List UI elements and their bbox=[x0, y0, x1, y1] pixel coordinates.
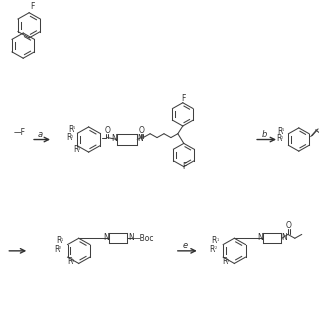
Text: N: N bbox=[257, 233, 263, 242]
Text: F: F bbox=[30, 2, 35, 11]
Text: O: O bbox=[105, 126, 110, 135]
Text: —F: —F bbox=[13, 128, 25, 137]
Text: $^1$: $^1$ bbox=[281, 128, 285, 133]
Text: R: R bbox=[56, 236, 61, 245]
Text: $^2$: $^2$ bbox=[70, 135, 74, 140]
Text: R: R bbox=[212, 236, 217, 245]
Text: R: R bbox=[276, 134, 281, 143]
Text: O: O bbox=[138, 126, 144, 135]
Text: $^2$: $^2$ bbox=[213, 246, 217, 252]
Text: R: R bbox=[277, 127, 282, 136]
Text: R: R bbox=[222, 257, 228, 267]
Text: $^3$: $^3$ bbox=[77, 147, 81, 152]
Text: R: R bbox=[54, 245, 59, 254]
Text: e: e bbox=[183, 241, 188, 250]
Text: R: R bbox=[67, 257, 72, 267]
Text: $^1$: $^1$ bbox=[72, 126, 76, 131]
Text: $^1$: $^1$ bbox=[215, 237, 220, 243]
Text: —Boc: —Boc bbox=[132, 234, 154, 243]
Text: N: N bbox=[281, 233, 287, 242]
Text: F: F bbox=[182, 94, 186, 103]
Text: R: R bbox=[210, 245, 215, 254]
Text: N: N bbox=[111, 134, 117, 143]
Text: R: R bbox=[73, 145, 78, 154]
Text: O: O bbox=[285, 220, 291, 230]
Text: N: N bbox=[128, 233, 133, 242]
Text: F: F bbox=[183, 162, 187, 171]
Text: a: a bbox=[38, 130, 43, 139]
Text: b: b bbox=[262, 130, 268, 139]
Text: R: R bbox=[66, 133, 71, 142]
Text: $^1$: $^1$ bbox=[60, 237, 64, 243]
Text: N: N bbox=[138, 134, 143, 143]
Text: N: N bbox=[103, 233, 109, 242]
Text: R: R bbox=[68, 125, 73, 134]
Text: $^3$: $^3$ bbox=[71, 259, 75, 264]
Text: $^2$: $^2$ bbox=[58, 246, 62, 252]
Text: $^3$: $^3$ bbox=[227, 259, 230, 264]
Text: $^2$: $^2$ bbox=[280, 136, 284, 141]
